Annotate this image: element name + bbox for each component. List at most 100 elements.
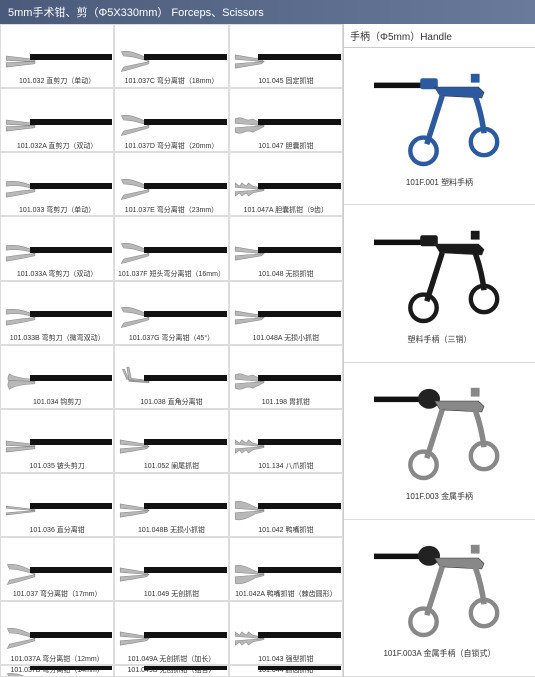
tool-caption: 101.037C 弯分离钳（18mm） (125, 78, 219, 86)
tool-caption: 101.052 阑尾抓钳 (144, 463, 199, 471)
tool-image (116, 229, 226, 271)
tool-image (231, 293, 341, 335)
tool-shaft (30, 54, 113, 60)
handle-image (370, 222, 510, 332)
tool-image (116, 614, 226, 656)
tool-image (116, 293, 226, 335)
tool-image (116, 36, 226, 78)
tool-image (231, 357, 341, 399)
tool-shaft (30, 567, 113, 573)
tool-image (231, 549, 341, 591)
tool-cell: 101.037B 弯分离钳（14mm） (0, 665, 114, 677)
tool-shaft (258, 503, 341, 509)
tool-shaft (30, 247, 113, 253)
tool-shaft (258, 311, 341, 317)
tool-cell: 101.037C 弯分离钳（18mm） (114, 24, 228, 88)
tool-image (2, 100, 112, 142)
tool-cell: 101.037F 短头弯分离钳（16mm） (114, 216, 228, 280)
tool-image (116, 421, 226, 463)
tool-shaft (30, 632, 113, 638)
tool-cell: 101.034 钩剪刀 (0, 345, 114, 409)
handle-caption: 101F.003 金属手柄 (406, 491, 473, 502)
tool-image (2, 165, 112, 207)
tool-image (231, 100, 341, 142)
handle-panel: 手柄（Φ5mm）Handle 101F.001 塑料手柄 塑料手柄（三销） (344, 24, 535, 677)
tool-cell: 101.032 直剪刀（单动） (0, 24, 114, 88)
tool-shaft (258, 375, 341, 381)
tool-cell: 101.042A 鸭嘴抓钳（棘齿圆形） (229, 537, 343, 601)
tool-image (231, 165, 341, 207)
tool-caption: 101.032 直剪刀（单动） (19, 78, 95, 86)
tool-image (116, 357, 226, 399)
tool-image (231, 36, 341, 78)
tool-shaft (30, 375, 113, 381)
handle-cell: 101F.001 塑料手柄 (344, 48, 535, 205)
tool-cell: 101.037 弯分离钳（17mm） (0, 537, 114, 601)
tool-shaft (144, 503, 227, 509)
header-title: 5mm手术钳、剪（Φ5X330mm） Forceps、Scissors (8, 7, 264, 19)
tool-shaft (30, 439, 113, 445)
tool-caption: 101.034 钩剪刀 (33, 399, 81, 407)
tool-grid: 101.032 直剪刀（单动） 101.037C 弯分离钳（18mm） 101.… (0, 24, 344, 677)
handle-caption: 101F.001 塑料手柄 (406, 177, 473, 188)
tool-caption: 101.036 直分离钳 (30, 527, 85, 535)
tool-shaft (144, 665, 227, 670)
tool-cell: 101.049B 无创抓钳（组合） (114, 665, 228, 677)
tool-cell: 101.033 弯剪刀（单动） (0, 152, 114, 216)
main-content: 101.032 直剪刀（单动） 101.037C 弯分离钳（18mm） 101.… (0, 24, 535, 677)
tool-caption: 101.048 无损抓钳 (258, 271, 313, 279)
tool-cell: 101.043 强型抓钳 (229, 601, 343, 665)
tool-image (2, 485, 112, 527)
tool-shaft (258, 439, 341, 445)
tool-cell: 101.047A 胆囊抓钳（9齿） (229, 152, 343, 216)
tool-image (2, 357, 112, 399)
tool-caption: 101.033 弯剪刀（单动） (19, 207, 95, 215)
tool-caption: 101.037F 短头弯分离钳（16mm） (118, 271, 225, 279)
tool-cell: 101.037G 弯分离钳（45°） (114, 281, 228, 345)
tool-caption: 101.047A 胆囊抓钳（9齿） (244, 207, 328, 215)
tool-cell: 101.033A 弯剪刀（双动） (0, 216, 114, 280)
tool-image (2, 614, 112, 656)
tool-image (2, 549, 112, 591)
tool-cell: 101.037E 弯分离钳（23mm） (114, 152, 228, 216)
handle-image (370, 536, 510, 646)
tool-cell: 101.049 无创抓钳 (114, 537, 228, 601)
tool-image (116, 165, 226, 207)
tool-image (116, 485, 226, 527)
tool-image (2, 293, 112, 335)
handle-caption: 塑料手柄（三销） (408, 334, 472, 345)
tool-image (231, 614, 341, 656)
tool-shaft (30, 503, 113, 509)
tool-caption: 101.037A 弯分离钳（12mm） (11, 656, 104, 664)
tool-cell: 101.032A 直剪刀（双动） (0, 88, 114, 152)
tool-caption: 101.047 胆囊抓钳 (258, 143, 313, 151)
tool-shaft (144, 439, 227, 445)
tool-image (116, 549, 226, 591)
handle-caption: 101F.003A 金属手柄（自锁式） (383, 648, 495, 659)
tool-cell: 101.134 八爪抓钳 (229, 409, 343, 473)
tool-shaft (144, 54, 227, 60)
tool-caption: 101.037E 弯分离钳（23mm） (125, 207, 218, 215)
tool-caption: 101.033A 弯剪刀（双动） (17, 271, 98, 279)
tool-shaft (144, 632, 227, 638)
tool-cell: 101.052 阑尾抓钳 (114, 409, 228, 473)
tool-cell: 101.036 直分离钳 (0, 473, 114, 537)
tool-image (231, 229, 341, 271)
tool-caption: 101.033B 弯剪刀（微弯双动） (10, 335, 105, 343)
tool-shaft (144, 567, 227, 573)
tool-image (2, 36, 112, 78)
handle-cell: 塑料手柄（三销） (344, 205, 535, 362)
tool-caption: 101.043 强型抓钳 (258, 656, 313, 664)
tool-cell: 101.038 直角分离钳 (114, 345, 228, 409)
handle-image (370, 379, 510, 489)
tool-shaft (258, 183, 341, 189)
tool-cell: 101.198 胃抓钳 (229, 345, 343, 409)
tool-shaft (30, 311, 113, 317)
tool-image (116, 100, 226, 142)
tool-caption: 101.048A 无损小抓钳 (253, 335, 320, 343)
tool-cell: 101.047 胆囊抓钳 (229, 88, 343, 152)
tool-shaft (144, 375, 227, 381)
tool-image (231, 485, 341, 527)
tool-cell: 101.035 铍头剪刀 (0, 409, 114, 473)
tool-cell: 101.045 固定抓钳 (229, 24, 343, 88)
